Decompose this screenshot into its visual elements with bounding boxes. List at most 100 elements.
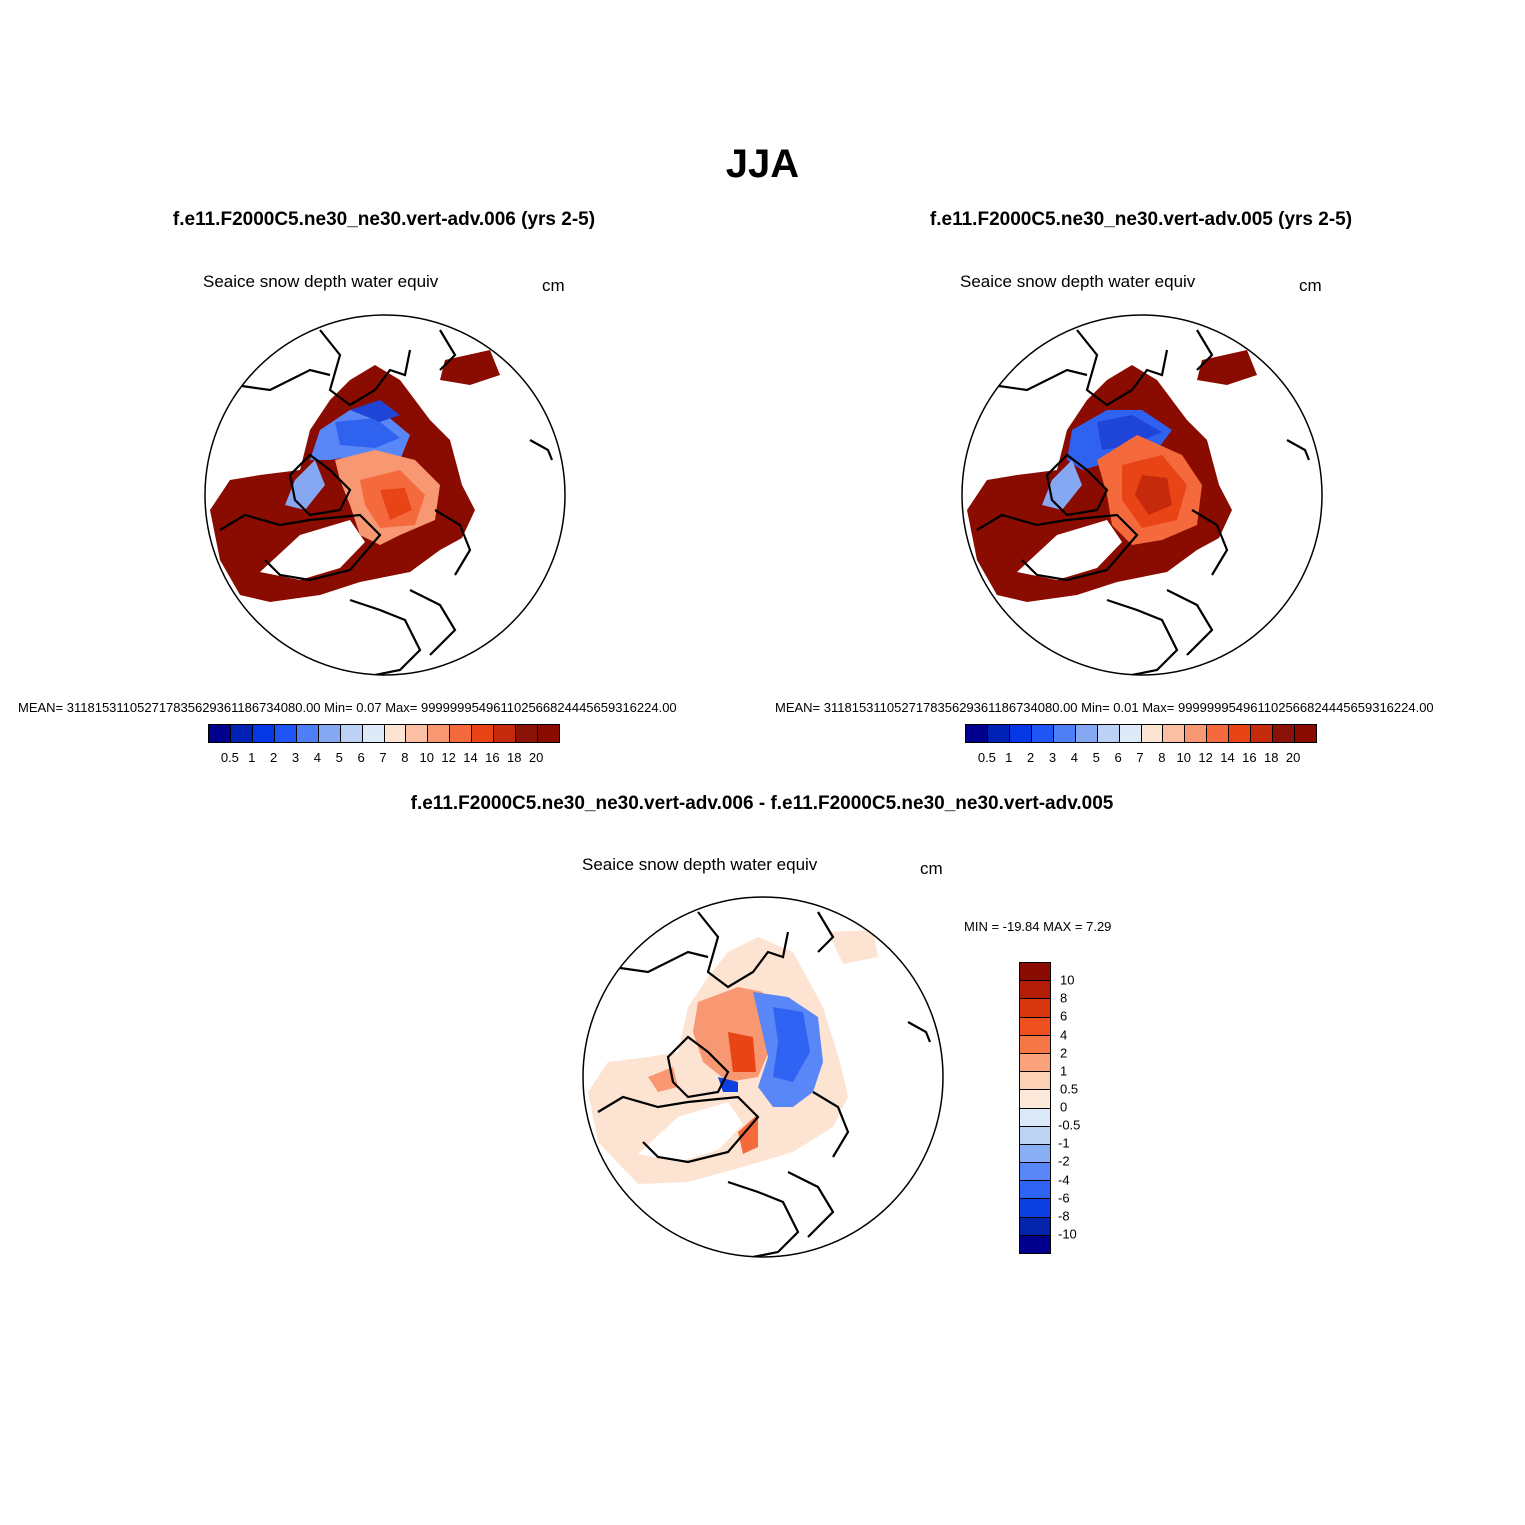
panel-2-colorbar-swatch xyxy=(1119,725,1142,742)
panel-2-colorbar-swatch xyxy=(1251,725,1274,742)
diff-panel-colorbar-tick-label: 10 xyxy=(1060,972,1075,988)
diff-panel-colorbar-tick-label: 0 xyxy=(1060,1099,1068,1115)
diff-panel-colorbar-tick-label: -4 xyxy=(1058,1172,1070,1187)
diff-panel-colorbar-swatch xyxy=(1020,1144,1050,1164)
diff-panel-colorbar-swatch xyxy=(1020,1017,1050,1036)
panel-1-colorbar-swatch xyxy=(406,725,429,742)
panel-2-colorbar-tick-label: 14 xyxy=(1220,750,1235,765)
panel-1-colorbar-tick-label: 14 xyxy=(463,750,478,765)
panel-2-colorbar-tick-label: 2 xyxy=(1027,750,1035,765)
panel-1-colorbar-tick-label: 18 xyxy=(507,750,522,765)
panel-2-colorbar-tick-label: 4 xyxy=(1070,750,1078,765)
panel-1-colorbar-swatch xyxy=(516,725,539,742)
panel-2-colorbar-swatch xyxy=(966,725,988,742)
diff-panel-colorbar-tick-label: -1 xyxy=(1058,1135,1070,1151)
panel-1-colorbar-swatch xyxy=(340,725,363,742)
diff-panel-colorbar-swatch xyxy=(1020,963,1050,982)
panel-2-colorbar-swatch xyxy=(987,725,1010,742)
panel-2-colorbar-swatch xyxy=(1141,725,1164,742)
diff-panel-colorbar-swatch xyxy=(1020,1181,1050,1200)
diff-panel-colorbar-swatch xyxy=(1020,981,1050,1000)
panel-1-colorbar xyxy=(208,724,560,743)
diff-panel-colorbar-swatch xyxy=(1020,1126,1050,1145)
diff-panel-colorbar-tick-label: 8 xyxy=(1060,990,1068,1006)
panel-1-colorbar-tick-label: 3 xyxy=(291,750,300,765)
panel-1-colorbar-tick-label: 7 xyxy=(379,750,387,765)
main-title: JJA xyxy=(725,142,800,186)
diff-panel-colorbar-swatch xyxy=(1020,1053,1050,1073)
diff-panel-colorbar-tick-label: 2 xyxy=(1060,1045,1068,1061)
diff-panel-colorbar-swatch xyxy=(1020,1199,1050,1218)
panel-1-colorbar-swatch xyxy=(428,725,451,742)
diff-panel-colorbar-tick-label: -0.5 xyxy=(1058,1117,1081,1133)
panel-1-colorbar-swatch xyxy=(450,725,473,742)
panel-2-polar-map xyxy=(961,314,1323,676)
panel-2-stats: MEAN= 311815311052717835629361186734080.… xyxy=(775,700,1434,715)
panel-1-colorbar-tick-label: 8 xyxy=(401,750,409,765)
panel-2-colorbar-tick-label: 20 xyxy=(1285,750,1301,765)
panel-1-case-title: f.e11.F2000C5.ne30_ne30.vert-adv.006 (yr… xyxy=(172,209,596,230)
panel-1-colorbar-swatch xyxy=(230,725,253,742)
diff-panel-colorbar-tick-label: 4 xyxy=(1060,1027,1068,1042)
panel-2-colorbar-tick-label: 12 xyxy=(1198,750,1213,765)
panel-2-colorbar-tick-label: 3 xyxy=(1048,750,1057,765)
panel-1-colorbar-swatch xyxy=(318,725,341,742)
panel-1-colorbar-swatch xyxy=(209,725,231,742)
panel-1-colorbar-tick-label: 4 xyxy=(313,750,321,765)
diff-panel-colorbar-tick-label: 6 xyxy=(1060,1008,1068,1024)
diff-panel-colorbar-tick-label: -8 xyxy=(1058,1208,1070,1224)
panel-2-colorbar xyxy=(965,724,1317,743)
panel-1-colorbar-swatch xyxy=(296,725,319,742)
panel-2-colorbar-swatch xyxy=(1185,725,1208,742)
diff-panel-colorbar-swatch xyxy=(1020,1072,1050,1091)
diff-panel-colorbar-labels: 10 8 6 4 2 1 0.5 0 -0.5 -1 -2 -4 -6 -8 -10 xyxy=(1058,962,1118,1252)
diff-panel-colorbar-tick-label: 1 xyxy=(1060,1063,1068,1079)
panel-2-colorbar-swatch xyxy=(1075,725,1098,742)
panel-2-colorbar-tick-label: 8 xyxy=(1158,750,1166,765)
panel-1-colorbar-swatch xyxy=(494,725,517,742)
panel-2-colorbar-labels: 0.5 1 2 3 4 5 6 7 8 10 12 14 16 18 20 xyxy=(965,750,1315,766)
diff-panel-colorbar-tick-label: -6 xyxy=(1058,1190,1070,1206)
panel-2-colorbar-tick-label: 16 xyxy=(1242,750,1257,765)
panel-1-colorbar-tick-label: 12 xyxy=(441,750,456,765)
diff-panel-colorbar-swatch xyxy=(1020,1035,1050,1054)
panel-2-colorbar-tick-label: 10 xyxy=(1176,750,1191,765)
panel-1-stats: MEAN= 311815311052717835629361186734080.… xyxy=(18,700,677,715)
diff-panel-colorbar-swatch xyxy=(1020,1235,1050,1253)
diff-panel-variable-label: Seaice snow depth water equiv xyxy=(582,855,818,874)
panel-2-colorbar-tick-label: 6 xyxy=(1114,750,1122,765)
panel-1-colorbar-swatch xyxy=(362,725,385,742)
panel-1-colorbar-swatch xyxy=(538,725,559,742)
diff-panel-colorbar-swatch xyxy=(1020,999,1050,1018)
panel-2-colorbar-tick-label: 0.5 xyxy=(977,750,996,765)
panel-2-colorbar-swatch xyxy=(1163,725,1186,742)
panel-2-case-title: f.e11.F2000C5.ne30_ne30.vert-adv.005 (yr… xyxy=(929,209,1353,230)
panel-1-colorbar-tick-label: 20 xyxy=(528,750,544,765)
diff-panel-stats: MIN = -19.84 MAX = 7.29 xyxy=(964,919,1112,934)
diff-panel-title: f.e11.F2000C5.ne30_ne30.vert-adv.006 - f… xyxy=(410,793,1114,814)
diff-panel-coastlines xyxy=(597,911,932,1257)
panel-1-colorbar-swatch xyxy=(252,725,275,742)
panel-2-variable-label: Seaice snow depth water equiv xyxy=(960,272,1196,291)
panel-1-colorbar-tick-label: 6 xyxy=(357,750,365,765)
panel-2-colorbar-tick-label: 5 xyxy=(1092,750,1100,765)
panel-2-colorbar-swatch xyxy=(1053,725,1076,742)
panel-2-colorbar-tick-label: 7 xyxy=(1136,750,1144,765)
panel-1-colorbar-tick-label: 16 xyxy=(485,750,500,765)
panel-1-colorbar-tick-label: 5 xyxy=(335,750,343,765)
panel-1-colorbar-tick-label: 1 xyxy=(248,750,256,765)
panel-1-variable-label: Seaice snow depth water equiv xyxy=(203,272,439,291)
panel-1-colorbar-swatch xyxy=(274,725,297,742)
panel-1-colorbar-tick-label: 0.5 xyxy=(220,750,239,765)
panel-2-colorbar-tick-label: 1 xyxy=(1005,750,1013,765)
panel-1-colorbar-tick-label: 10 xyxy=(419,750,434,765)
panel-2-colorbar-swatch xyxy=(1009,725,1032,742)
panel-2-colorbar-swatch xyxy=(1229,725,1252,742)
panel-1-units-label: cm xyxy=(542,276,565,295)
panel-1-colorbar-labels: 0.5 1 2 3 4 5 6 7 8 10 12 14 16 18 20 xyxy=(208,750,558,766)
panel-1-polar-map xyxy=(204,314,566,676)
panel-1-colorbar-swatch xyxy=(384,725,407,742)
panel-2-coastlines xyxy=(976,329,1311,675)
diff-panel-colorbar-swatch xyxy=(1020,1090,1050,1109)
diff-panel-colorbar-swatch xyxy=(1020,1108,1050,1127)
